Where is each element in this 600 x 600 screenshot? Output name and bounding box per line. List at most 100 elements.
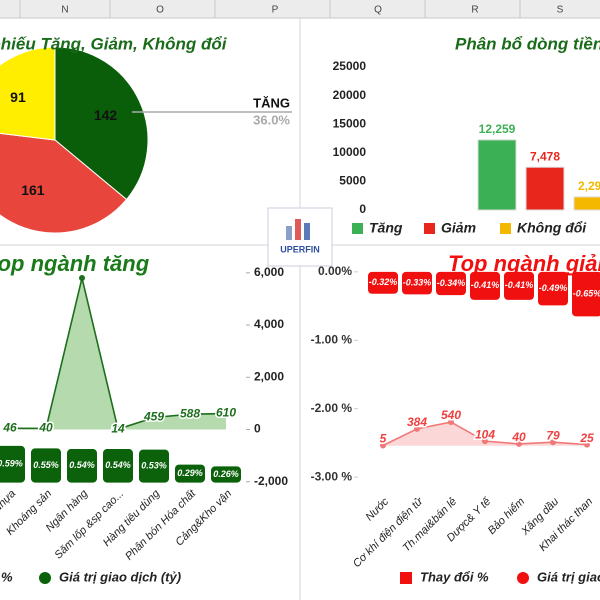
line-point xyxy=(151,414,157,421)
column-header: S xyxy=(557,5,564,16)
legend-label: Giảm xyxy=(441,220,476,236)
line-area xyxy=(383,422,587,446)
slice-label: 161 xyxy=(21,182,45,198)
bar xyxy=(470,271,500,300)
line-label: 5 xyxy=(380,432,387,446)
bar xyxy=(538,271,568,306)
bar-label: 0.53% xyxy=(141,460,167,470)
data-label: 12,259 xyxy=(479,122,516,136)
y-tick-label: -3.00 % xyxy=(311,469,353,483)
bar xyxy=(67,449,97,483)
legend-swatch xyxy=(400,572,412,584)
logo: UPERFIN xyxy=(267,207,333,267)
line-label: 104 xyxy=(475,427,495,441)
logo-icon xyxy=(286,226,292,240)
bar-label: -0.32% xyxy=(369,277,398,287)
bar xyxy=(477,139,517,211)
y-tick-label: 0 xyxy=(359,202,366,216)
data-label: 2,290 xyxy=(578,179,600,193)
column-header: N xyxy=(61,5,68,16)
x-tick-label: Săm lốp &sp cao... xyxy=(52,488,126,562)
callout-label: TĂNG xyxy=(253,95,290,110)
bar-label: -0.41% xyxy=(471,280,500,290)
legend-label: Giá trị giao dịch (tỷ) xyxy=(59,569,181,584)
bar-label: -0.49% xyxy=(539,283,568,293)
line-area xyxy=(10,278,226,430)
legend-swatch xyxy=(39,572,51,584)
legend-label: Giá trị giao dịch (tỷ) xyxy=(537,569,600,584)
column-header: Q xyxy=(374,5,382,16)
line-point xyxy=(414,425,420,432)
column-header: R xyxy=(471,5,478,16)
line-point xyxy=(187,411,193,418)
line-point xyxy=(43,425,49,432)
bar-label: 0.29% xyxy=(177,468,203,478)
callout-value: 36.0% xyxy=(253,112,290,127)
legend-swatch xyxy=(352,223,363,234)
pie-slice xyxy=(0,46,56,141)
line-label: 46 xyxy=(2,420,17,434)
chart-title: Phân bổ dòng tiền xyxy=(455,34,600,53)
bar xyxy=(103,449,133,483)
line-label: 459 xyxy=(143,410,164,424)
legend-swatch xyxy=(517,572,529,584)
bar xyxy=(504,271,534,300)
y2-tick-label: 2,000 xyxy=(254,369,284,383)
bar xyxy=(0,445,25,483)
line-label: 79 xyxy=(546,428,560,442)
line-label: 540 xyxy=(441,408,461,422)
bar-label: -0.33% xyxy=(403,278,432,288)
legend-label: Thay đổi % xyxy=(0,569,13,584)
line-label: 40 xyxy=(38,421,53,435)
y-tick-label: 15000 xyxy=(333,116,367,130)
slice-label: 142 xyxy=(94,107,118,123)
line-label: 14 xyxy=(111,421,125,435)
line-point xyxy=(223,410,229,417)
line-label: 25 xyxy=(579,431,594,445)
line-label: 40 xyxy=(511,430,526,444)
x-tick-label: Nhựa xyxy=(0,488,18,516)
bar-label: 0.26% xyxy=(213,469,239,479)
data-label: 7,478 xyxy=(530,149,560,163)
line-label: 610 xyxy=(216,406,236,420)
bar xyxy=(572,271,600,317)
y-tick-label: 20000 xyxy=(333,88,367,102)
y2-tick-label: -2,000 xyxy=(254,474,288,488)
legend-label: Thay đổi % xyxy=(420,569,489,584)
x-tick-label: Nước xyxy=(364,495,392,523)
y-tick-label: 0.00% xyxy=(318,264,352,278)
chart-title: Top ngành tăng xyxy=(0,251,150,276)
line-point xyxy=(79,275,85,282)
line-point xyxy=(448,419,454,426)
line-point xyxy=(7,425,13,432)
legend-label: Tăng xyxy=(369,220,403,236)
bar-label: -0.41% xyxy=(505,280,534,290)
legend-label: Không đổi xyxy=(517,220,587,236)
chart-title: Top ngành giảm xyxy=(448,251,600,276)
logo-icon xyxy=(295,219,301,240)
line-label: 384 xyxy=(407,415,427,429)
slice-label: 91 xyxy=(10,89,26,105)
logo-text: UPERFIN xyxy=(280,244,320,254)
bar-label: 0.59% xyxy=(0,459,23,469)
y2-tick-label: 0 xyxy=(254,422,261,436)
y-tick-label: 25000 xyxy=(333,59,367,73)
y2-tick-label: 6,000 xyxy=(254,265,284,279)
bar-label: 0.54% xyxy=(105,460,131,470)
y-tick-label: 5000 xyxy=(339,174,366,188)
column-header: O xyxy=(156,5,164,16)
line-point xyxy=(380,442,386,449)
bar xyxy=(139,449,169,483)
bar-label: 0.54% xyxy=(69,460,95,470)
chart-title: Cổ phiếu Tăng, Giảm, Không đổi xyxy=(0,34,228,53)
bar xyxy=(31,448,61,483)
legend-swatch xyxy=(424,223,435,234)
line-point xyxy=(115,426,121,433)
bar-label: 0.55% xyxy=(33,460,59,470)
line-point xyxy=(584,441,590,448)
line-label: 588 xyxy=(180,406,200,420)
y-tick-label: 10000 xyxy=(333,145,367,159)
bar xyxy=(436,271,466,296)
